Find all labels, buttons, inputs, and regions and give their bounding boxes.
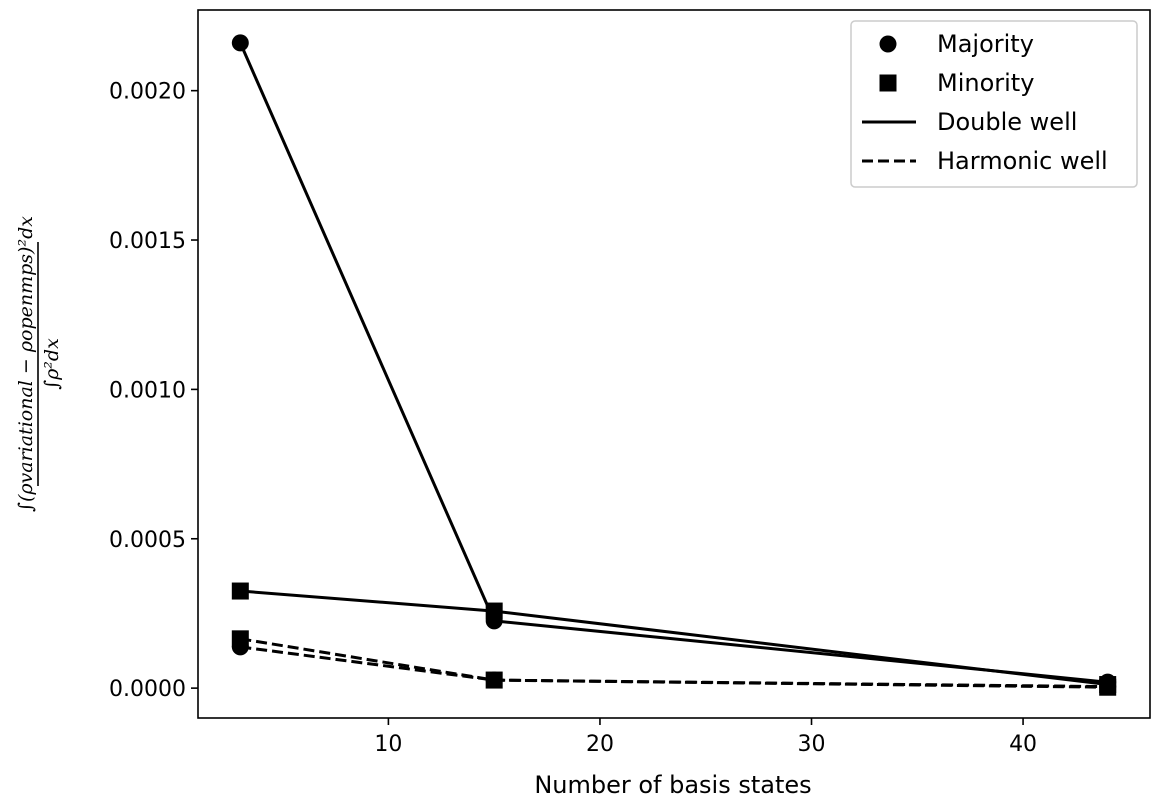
legend-square-icon: [879, 74, 897, 92]
legend-item-majority: Majority: [879, 30, 1034, 58]
data-point: [1099, 678, 1117, 696]
data-point: [231, 582, 249, 600]
y-tick-label: 0.0010: [109, 378, 186, 403]
legend-label: Harmonic well: [937, 147, 1108, 175]
data-point: [485, 602, 503, 620]
legend-box: [850, 20, 1138, 188]
plot-area: [197, 9, 1151, 719]
legend-circle-icon: [879, 35, 897, 53]
series-3: [231, 630, 1117, 696]
legend-item-harmonic-well: Harmonic well: [862, 147, 1108, 175]
x-tick-label: 20: [586, 732, 614, 757]
data-point: [231, 630, 249, 648]
legend: Majority Minority Double well Harmonic well: [850, 20, 1138, 188]
y-tick-label: 0.0005: [109, 528, 186, 553]
y-tick-label: 0.0000: [109, 677, 186, 702]
ticks-layer: 10 20 30 40 0.0000 0.0005 0.0010 0.0015 0.0020: [109, 80, 1037, 757]
legend-label: Majority: [937, 30, 1034, 58]
x-axis-label: Number of basis states: [534, 771, 811, 799]
series-layer: [231, 34, 1117, 696]
x-tick-label: 10: [374, 732, 402, 757]
y-axis-label-denominator: ∫ρ²dx: [41, 338, 63, 390]
data-point: [485, 671, 503, 689]
plot-frame: [197, 9, 1151, 719]
x-tick-label: 40: [1009, 732, 1037, 757]
data-point: [231, 34, 249, 52]
legend-label: Minority: [937, 69, 1034, 97]
x-tick-label: 30: [798, 732, 826, 757]
y-axis-label: ∫(ρvariational − ρopenmps)²dx ∫ρ²dx: [15, 216, 63, 512]
y-axis-label-numerator: ∫(ρvariational − ρopenmps)²dx: [15, 216, 37, 512]
legend-item-double-well: Double well: [862, 108, 1077, 136]
y-tick-label: 0.0015: [109, 229, 186, 254]
legend-item-minority: Minority: [879, 69, 1034, 97]
series-line: [240, 645, 1108, 689]
y-tick-label: 0.0020: [109, 80, 186, 105]
legend-label: Double well: [937, 108, 1077, 136]
